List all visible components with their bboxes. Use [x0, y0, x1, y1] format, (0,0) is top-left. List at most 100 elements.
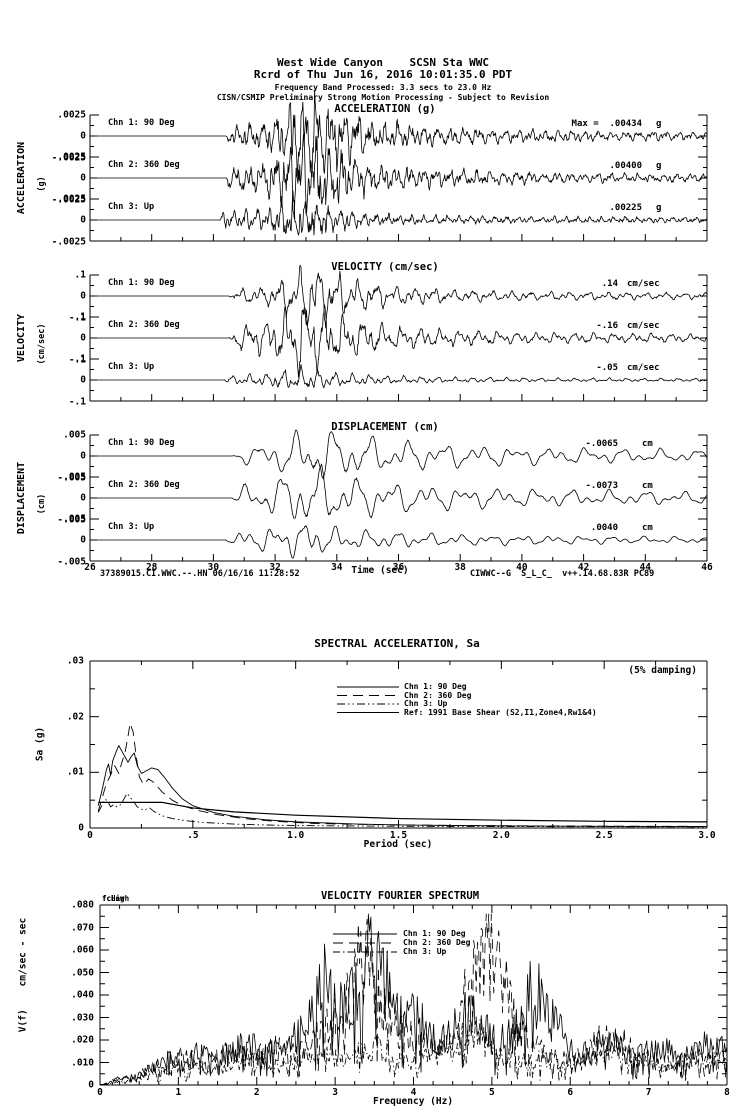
scale-label: -.005	[57, 514, 86, 526]
fourier-y-tick-label: .020	[71, 1034, 94, 1046]
channel-label: Chn 3: Up	[108, 202, 155, 212]
time-tick-label: 42	[577, 562, 590, 573]
processing-version-footer: CIWWC--G S_L_C_ v++.14.68.83R PC89	[470, 569, 655, 579]
trace-acceleration-chn1	[90, 89, 708, 178]
scale-label: 0	[80, 374, 86, 386]
fourier-y-tick-label: .070	[71, 921, 94, 933]
channel-label: Chn 3: Up	[108, 522, 155, 532]
max-value: .14	[601, 279, 618, 289]
scale-label: .0025	[57, 193, 86, 205]
scale-label: -.1	[68, 354, 86, 366]
sa-x-tick-label: 1.5	[389, 830, 408, 841]
legend-item: Chn 1: 90 Deg	[403, 929, 466, 938]
sa-x-tick-label: 1.0	[287, 830, 305, 841]
legend-item: Chn 1: 90 Deg	[404, 682, 467, 691]
velocity-axis-unit: (cm/sec)	[36, 323, 47, 365]
fourier-y-tick-label: .080	[71, 899, 94, 911]
scale-label: 0	[80, 172, 86, 184]
fourier-x-tick-label: 2	[253, 1087, 260, 1098]
max-value: -.0073	[585, 481, 618, 491]
processing-note: CISN/CSMIP Preliminary Strong Motion Pro…	[216, 93, 550, 102]
sa-curve-4	[98, 801, 708, 823]
scale-label: -.0025	[51, 194, 86, 206]
max-unit: g	[656, 203, 662, 213]
frequency-band-note: Frequency Band Processed: 3.3 secs to 23…	[274, 83, 492, 92]
time-tick-label: 26	[84, 562, 96, 573]
time-tick-label: 30	[207, 562, 220, 573]
max-value: .0040	[590, 523, 618, 533]
legend-item: Chn 2: 360 Deg	[403, 938, 471, 947]
acceleration-axis-unit: (g)	[36, 176, 47, 192]
trace-displacement-chn3	[90, 525, 708, 559]
fourier-x-tick-label: 4	[410, 1087, 417, 1098]
fourier-y-tick-label: .030	[71, 1011, 94, 1023]
scale-label: .1	[74, 269, 86, 281]
fourier-y-tick-label: .010	[71, 1056, 94, 1068]
station-title: West Wide Canyon SCSN Sta WWC	[277, 56, 489, 69]
record-id-footer: 37389015.CI.WWC.--.HN 06/16/16 11:28:52	[100, 569, 300, 579]
sa-curve-1	[97, 745, 708, 828]
channel-label: Chn 1: 90 Deg	[108, 278, 175, 288]
sa-y-tick-label: .03	[66, 655, 84, 667]
scale-label: 0	[80, 450, 86, 462]
scale-label: .005	[63, 429, 86, 441]
trace-velocity-chn1	[90, 265, 708, 329]
max-value: Max = .00434	[571, 119, 642, 129]
sa-y-tick-label: .01	[66, 766, 84, 778]
max-value: -.05	[596, 363, 618, 373]
scale-label: -.0025	[51, 236, 86, 248]
fourier-y-tick-label: .050	[71, 966, 94, 978]
legend-item: Chn 2: 360 Deg	[404, 690, 472, 700]
scale-label: -.005	[57, 472, 86, 484]
time-tick-label: 38	[454, 562, 466, 573]
sa-x-tick-label: 3.0	[698, 830, 716, 841]
sa-x-axis-label: Period (sec)	[363, 839, 433, 850]
trace-velocity-chn2	[90, 304, 708, 378]
channel-label: Chn 2: 360 Deg	[108, 480, 180, 490]
fourier-x-tick-label: 0	[97, 1087, 103, 1098]
damping-note: (5% damping)	[628, 665, 697, 676]
scale-label: .1	[74, 353, 86, 365]
trace-velocity-chn3	[90, 364, 708, 389]
scale-label: 0	[80, 214, 86, 226]
displacement-panel-title: DISPLACEMENT (cm)	[331, 421, 439, 433]
scale-label: -.1	[68, 396, 86, 408]
fourier-x-tick-label: 3	[332, 1087, 338, 1098]
scale-label: -.005	[57, 556, 86, 568]
max-unit: cm	[642, 523, 653, 533]
sa-y-axis-label: Sa (g)	[34, 726, 46, 762]
sa-curve-3	[97, 793, 708, 828]
fourier-y-axis-label: V(f) cm/sec - sec	[17, 917, 29, 1033]
scale-label: 0	[80, 492, 86, 504]
scale-label: .005	[63, 471, 86, 483]
max-unit: cm/sec	[627, 363, 660, 373]
time-tick-label: 34	[331, 562, 343, 573]
fourier-curve-2	[100, 913, 728, 1085]
fourier-x-tick-label: 8	[724, 1087, 730, 1098]
fourier-y-tick-label: 0	[88, 1079, 94, 1091]
scale-label: 0	[80, 534, 86, 546]
max-value: .00400	[609, 161, 642, 171]
time-tick-label: 36	[392, 562, 405, 573]
time-axis-title: Time (sec)	[351, 565, 409, 576]
fourier-plot-title: VELOCITY FOURIER SPECTRUM	[320, 890, 480, 902]
fourier-x-tick-label: 6	[567, 1087, 574, 1098]
displacement-axis-label: DISPLACEMENT	[16, 461, 27, 535]
max-unit: cm	[642, 439, 653, 449]
fourier-x-tick-label: 1	[175, 1087, 182, 1098]
acceleration-panel-title: ACCELERATION (g)	[334, 103, 436, 115]
scale-label: 0	[80, 332, 86, 344]
trace-displacement-chn2	[90, 463, 708, 519]
channel-label: Chn 3: Up	[108, 362, 155, 372]
sa-curve-2	[97, 722, 708, 827]
scale-label: .005	[63, 513, 86, 525]
trace-acceleration-chn2	[90, 133, 708, 220]
record-datetime: Rcrd of Thu Jun 16, 2016 10:01:35.0 PDT	[253, 68, 513, 81]
max-unit: cm	[642, 481, 653, 491]
legend-item: Ref: 1991 Base Shear (S2,I1,Zone4,Rw1&4)	[404, 707, 597, 717]
max-value: .00225	[609, 203, 642, 213]
channel-label: Chn 1: 90 Deg	[108, 118, 175, 128]
time-tick-label: 46	[701, 562, 713, 573]
scale-label: -.0025	[51, 152, 86, 164]
